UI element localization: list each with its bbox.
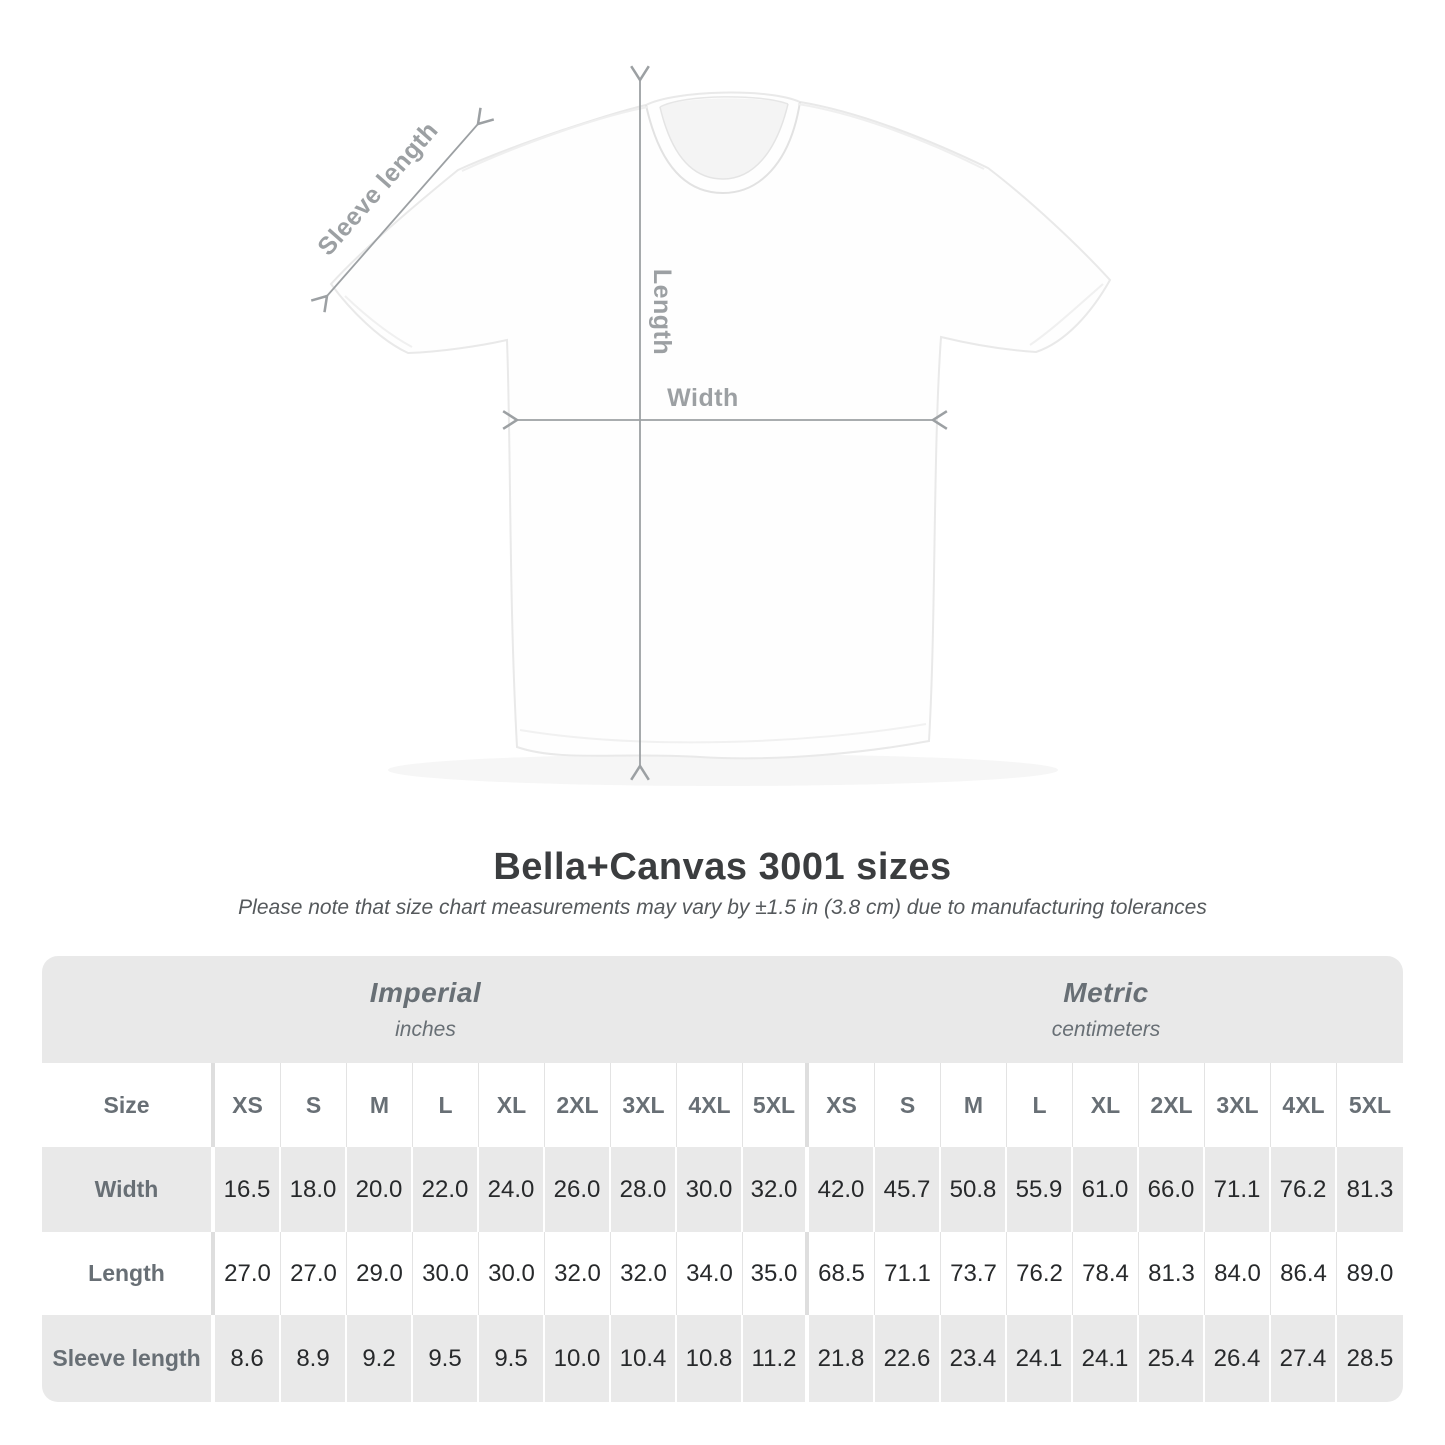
tolerance-note: Please note that size chart measurements… [238, 896, 1207, 919]
tshirt-figure: Sleeve length Length Width [310, 65, 1112, 786]
right-cuff-fold [1029, 283, 1104, 346]
right-shoulder-seam [797, 103, 985, 170]
sleeve-length-cell: 24.1 [1073, 1315, 1139, 1402]
length-cell: 29.0 [347, 1232, 413, 1315]
size-col-header: XS [809, 1063, 875, 1147]
collar-inner-seam [659, 103, 789, 180]
size-col-header: 5XL [743, 1063, 809, 1147]
length-cell: 27.0 [215, 1232, 281, 1315]
sleeve-length-cell: 10.8 [677, 1315, 743, 1402]
size-col-header: 3XL [611, 1063, 677, 1147]
length-row-label: Length [42, 1232, 215, 1315]
width-label: Width [667, 384, 739, 412]
hem-fold [519, 723, 927, 744]
size-col-header: M [347, 1063, 413, 1147]
imperial-group-unit: inches [395, 1018, 456, 1041]
size-col-header: 2XL [1139, 1063, 1205, 1147]
length-cell: 86.4 [1271, 1232, 1337, 1315]
sleeve-length-cell: 21.8 [809, 1315, 875, 1402]
length-cell: 89.0 [1337, 1232, 1403, 1315]
sleeve-length-cell: 11.2 [743, 1315, 809, 1402]
width-cell: 28.0 [611, 1147, 677, 1232]
size-row-header: Size [42, 1063, 215, 1147]
length-cell: 71.1 [875, 1232, 941, 1315]
sleeve-length-cell: 9.2 [347, 1315, 413, 1402]
width-cell: 42.0 [809, 1147, 875, 1232]
size-col-header: S [281, 1063, 347, 1147]
sleeve-length-cell: 9.5 [479, 1315, 545, 1402]
width-cell: 61.0 [1073, 1147, 1139, 1232]
size-col-header: M [941, 1063, 1007, 1147]
width-cell: 18.0 [281, 1147, 347, 1232]
sleeve-length-cell: 10.4 [611, 1315, 677, 1402]
sleeve-length-cell: 25.4 [1139, 1315, 1205, 1402]
sleeve-length-cell: 23.4 [941, 1315, 1007, 1402]
size-col-header: S [875, 1063, 941, 1147]
sleeve-length-cell: 9.5 [413, 1315, 479, 1402]
shirt-shadow [388, 754, 1058, 786]
sleeve-length-cell: 27.4 [1271, 1315, 1337, 1402]
sleeve-length-cell: 26.4 [1205, 1315, 1271, 1402]
size-table: Imperial inches Metric centimeters Size … [42, 956, 1403, 1402]
sleeve-length-row-label: Sleeve length [42, 1315, 215, 1402]
size-col-header: L [413, 1063, 479, 1147]
length-cell: 84.0 [1205, 1232, 1271, 1315]
width-cell: 16.5 [215, 1147, 281, 1232]
width-cell: 30.0 [677, 1147, 743, 1232]
size-col-header: XL [479, 1063, 545, 1147]
imperial-group-header: Imperial inches [42, 956, 809, 1063]
sleeve-length-cell: 28.5 [1337, 1315, 1403, 1402]
imperial-group-name: Imperial [369, 977, 482, 1008]
size-col-header: 4XL [1271, 1063, 1337, 1147]
length-cell: 81.3 [1139, 1232, 1205, 1315]
length-cell: 76.2 [1007, 1232, 1073, 1315]
width-cell: 55.9 [1007, 1147, 1073, 1232]
sleeve-length-cell: 8.9 [281, 1315, 347, 1402]
size-col-header: 3XL [1205, 1063, 1271, 1147]
length-cell: 68.5 [809, 1232, 875, 1315]
width-cell: 32.0 [743, 1147, 809, 1232]
size-col-header: XS [215, 1063, 281, 1147]
width-cell: 22.0 [413, 1147, 479, 1232]
sleeve-length-cell: 8.6 [215, 1315, 281, 1402]
width-cell: 66.0 [1139, 1147, 1205, 1232]
collar-back-seam [659, 96, 789, 108]
width-cell: 20.0 [347, 1147, 413, 1232]
length-cell: 30.0 [413, 1232, 479, 1315]
width-cell: 71.1 [1205, 1147, 1271, 1232]
length-cell: 32.0 [611, 1232, 677, 1315]
size-col-header: 4XL [677, 1063, 743, 1147]
collar-outer-seam [645, 101, 801, 195]
width-cell: 26.0 [545, 1147, 611, 1232]
size-col-header: L [1007, 1063, 1073, 1147]
length-label: Length [648, 269, 676, 355]
length-cell: 78.4 [1073, 1232, 1139, 1315]
width-cell: 50.8 [941, 1147, 1007, 1232]
width-cell: 81.3 [1337, 1147, 1403, 1232]
length-cell: 34.0 [677, 1232, 743, 1315]
width-cell: 76.2 [1271, 1147, 1337, 1232]
width-cell: 24.0 [479, 1147, 545, 1232]
tshirt-diagram: Sleeve length Length Width [310, 65, 1112, 786]
sleeve-length-cell: 22.6 [875, 1315, 941, 1402]
length-cell: 32.0 [545, 1232, 611, 1315]
page-title: Bella+Canvas 3001 sizes [493, 846, 952, 888]
size-col-header: 2XL [545, 1063, 611, 1147]
length-cell: 27.0 [281, 1232, 347, 1315]
size-col-header: XL [1073, 1063, 1139, 1147]
sleeve-length-cell: 10.0 [545, 1315, 611, 1402]
length-cell: 73.7 [941, 1232, 1007, 1315]
sleeve-length-dimension-arrow [310, 107, 495, 313]
length-cell: 30.0 [479, 1232, 545, 1315]
size-col-header: 5XL [1337, 1063, 1403, 1147]
width-cell: 45.7 [875, 1147, 941, 1232]
metric-group-unit: centimeters [1051, 1018, 1161, 1041]
sleeve-length-cell: 24.1 [1007, 1315, 1073, 1402]
metric-group-name: Metric [1063, 977, 1149, 1008]
width-row-label: Width [42, 1147, 215, 1232]
length-cell: 35.0 [743, 1232, 809, 1315]
metric-group-header: Metric centimeters [809, 956, 1403, 1063]
collar-opening [660, 98, 788, 179]
